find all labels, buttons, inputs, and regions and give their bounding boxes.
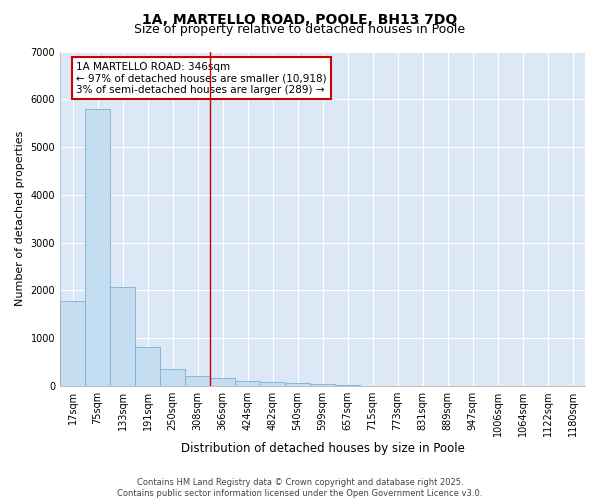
Bar	[285, 384, 310, 386]
Y-axis label: Number of detached properties: Number of detached properties	[15, 131, 25, 306]
Bar	[310, 384, 335, 386]
Text: 1A, MARTELLO ROAD, POOLE, BH13 7DQ: 1A, MARTELLO ROAD, POOLE, BH13 7DQ	[142, 12, 458, 26]
Text: Contains HM Land Registry data © Crown copyright and database right 2025.
Contai: Contains HM Land Registry data © Crown c…	[118, 478, 482, 498]
Bar	[135, 347, 160, 386]
Bar	[185, 376, 210, 386]
Text: 1A MARTELLO ROAD: 346sqm
← 97% of detached houses are smaller (10,918)
3% of sem: 1A MARTELLO ROAD: 346sqm ← 97% of detach…	[76, 62, 326, 94]
Text: Size of property relative to detached houses in Poole: Size of property relative to detached ho…	[134, 22, 466, 36]
Bar	[235, 382, 260, 386]
Bar	[260, 382, 285, 386]
Bar	[160, 369, 185, 386]
Bar	[85, 109, 110, 386]
Bar	[110, 286, 135, 386]
Bar	[60, 301, 85, 386]
Bar	[335, 385, 360, 386]
X-axis label: Distribution of detached houses by size in Poole: Distribution of detached houses by size …	[181, 442, 464, 455]
Bar	[210, 378, 235, 386]
